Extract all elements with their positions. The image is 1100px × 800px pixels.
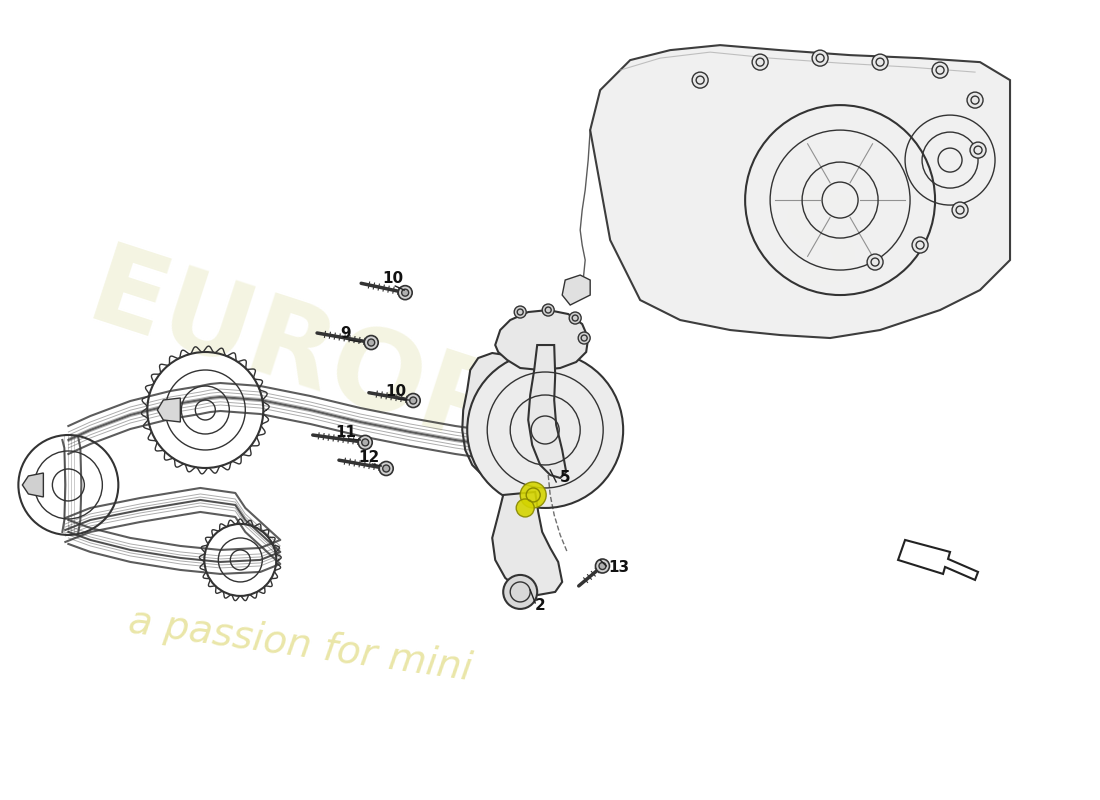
Text: 12: 12 [359, 450, 380, 465]
Circle shape [932, 62, 948, 78]
Text: a passion for mini: a passion for mini [126, 602, 474, 688]
Circle shape [953, 202, 968, 218]
Polygon shape [591, 45, 1010, 338]
Circle shape [359, 435, 372, 450]
Circle shape [600, 562, 606, 570]
Polygon shape [528, 345, 566, 478]
Circle shape [409, 397, 417, 404]
Circle shape [867, 254, 883, 270]
Polygon shape [22, 473, 43, 497]
Circle shape [503, 575, 537, 609]
Circle shape [812, 50, 828, 66]
Circle shape [367, 339, 375, 346]
Polygon shape [492, 492, 562, 595]
Circle shape [542, 304, 554, 316]
Circle shape [383, 465, 389, 472]
Circle shape [364, 335, 378, 350]
Polygon shape [157, 398, 180, 422]
Polygon shape [562, 275, 591, 305]
Text: 10: 10 [383, 271, 404, 286]
Text: EUROPO: EUROPO [75, 238, 605, 502]
Circle shape [398, 286, 412, 300]
Circle shape [402, 289, 409, 296]
Circle shape [520, 482, 547, 508]
Circle shape [912, 237, 928, 253]
Text: 5: 5 [560, 470, 571, 485]
Circle shape [692, 72, 708, 88]
Polygon shape [505, 358, 583, 435]
Text: 11: 11 [336, 425, 356, 440]
Polygon shape [495, 310, 588, 370]
Text: 13: 13 [608, 560, 629, 575]
Text: 2: 2 [536, 598, 546, 613]
Text: 9: 9 [340, 326, 351, 341]
Circle shape [569, 312, 581, 324]
Circle shape [595, 559, 609, 573]
Circle shape [872, 54, 888, 70]
Polygon shape [462, 353, 520, 480]
Text: S: S [770, 186, 870, 314]
Circle shape [468, 352, 624, 508]
Circle shape [752, 54, 768, 70]
Text: 10: 10 [385, 384, 406, 399]
Circle shape [579, 332, 591, 344]
Circle shape [967, 92, 983, 108]
Circle shape [362, 439, 369, 446]
Circle shape [970, 142, 986, 158]
Circle shape [406, 394, 420, 407]
Polygon shape [898, 540, 978, 580]
Circle shape [379, 462, 393, 475]
Circle shape [516, 499, 535, 517]
Circle shape [514, 306, 526, 318]
